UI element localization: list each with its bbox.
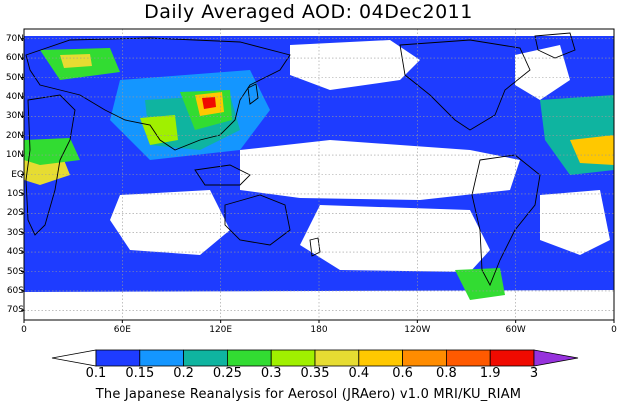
coast-japan [247,83,259,105]
coast-north-america [399,39,531,131]
colorbar-label: 0.2 [173,366,194,381]
graticule [24,29,614,320]
colorbar-segment [183,349,228,367]
colorbar-segment [314,349,360,367]
lat-label: 40S [6,247,24,258]
coast-eurasia [25,37,291,151]
lat-label: 10S [6,188,24,199]
colorbar-segment [139,349,185,367]
colorbar-segment [445,349,491,367]
lon-label: 0 [21,325,27,335]
axis-ticks [21,38,615,323]
colorbar-segment [226,349,272,367]
lon-label: 60E [113,325,131,335]
colorbar-label: 0.8 [436,366,457,381]
lat-label: 60S [6,285,24,296]
lat-label: 70N [5,33,24,44]
lon-label: 120W [404,325,431,335]
clean-region-north-atlantic [515,45,570,100]
footer-credit: The Japanese Reanalysis for Aerosol (JRA… [95,387,522,402]
coast-australia [224,194,291,246]
colorbar-label: 0.3 [260,366,282,381]
colorbar-segment [358,349,403,367]
colorbar-label: 0.15 [125,366,155,381]
plume-china-peak [202,97,216,109]
coastlines [25,32,576,287]
plume-europe-core [60,54,92,68]
lat-label: 60N [5,53,24,64]
lat-label: 40N [5,91,24,102]
lat-label: 50S [6,266,24,277]
lon-label: 60W [505,325,526,335]
colorbar-label: 1.9 [479,366,501,381]
colorbar-segment [270,349,316,367]
colorbar-segment [489,349,535,367]
lat-label: 50N [5,72,24,83]
lat-label: 10N [5,150,24,161]
lat-label: 30S [6,227,24,238]
lon-label: 0 [611,325,617,335]
colorbar-segment [51,349,97,367]
plume-south-america [455,268,505,300]
colorbar-label: 3 [529,366,539,381]
lon-label: 180 [310,325,328,335]
colorbar [51,349,579,367]
plume-atlantic-core [570,135,614,165]
clean-region-south-pacific [300,205,490,272]
colorbar-segment [533,349,579,367]
lat-label: 20N [5,130,24,141]
colorbar-label: 0.1 [85,366,107,381]
colorbar-segment [402,349,447,367]
plume-west-africa [24,138,80,165]
clean-region-indian-ocean [110,190,230,255]
plume-india [140,115,178,145]
colorbar-label: 0.6 [392,366,413,381]
coast-maritime-continent [194,164,251,186]
colorbar-label: 0.4 [348,366,370,381]
lat-label: 20S [6,208,24,219]
colorbar-label: 0.25 [212,366,242,381]
colorbar-segment [95,349,141,367]
coast-greenland [534,32,576,59]
map-title: Daily Averaged AOD: 04Dec2011 [144,1,473,23]
colorbar-label: 0.35 [300,366,330,381]
clean-region-south-atlantic [540,190,610,255]
clean-region-central-pacific [240,140,520,200]
clean-region-southern-ocean [24,290,614,320]
lon-label: 120E [209,325,233,335]
coast-new-zealand [309,237,321,257]
coast-africa [25,94,76,236]
lat-label: 70S [6,305,24,316]
lat-label: EQ [11,169,24,180]
lat-label: 30N [5,111,24,122]
coast-south-america [471,154,541,287]
